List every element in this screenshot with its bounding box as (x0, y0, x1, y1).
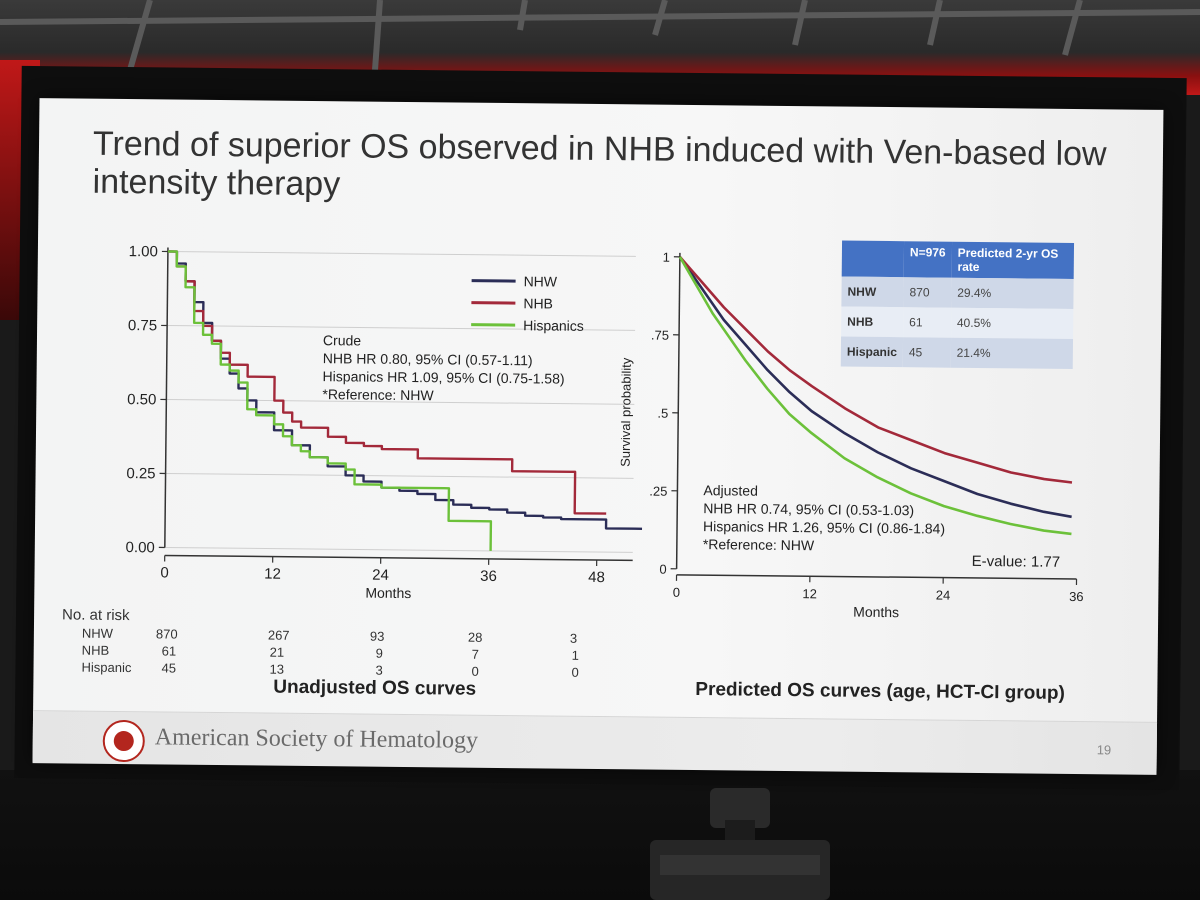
y-tick-label: .5 (657, 406, 668, 421)
legend-label: NHB (523, 295, 553, 311)
y-tick-label: 1.00 (129, 243, 158, 260)
risk-row-label: Hispanic (81, 659, 132, 676)
gridline (164, 546, 633, 553)
series-line-nhb (678, 255, 1073, 484)
slide-title: Trend of superior OS observed in NHB ind… (92, 124, 1107, 204)
x-tick-label: 36 (1069, 589, 1084, 604)
risk-value: 45 (161, 660, 177, 676)
predicted-os-table: N=976 Predicted 2-yr OS rate NHW 870 29.… (840, 240, 1075, 369)
left-chart-caption: Unadjusted OS curves (273, 676, 477, 700)
slide-number: 19 (1096, 742, 1112, 758)
camera-icon (650, 788, 830, 900)
chart-annotation: NHB HR 0.74, 95% CI (0.53-1.03) (703, 500, 914, 518)
risk-value: 0 (471, 663, 479, 679)
table-cell: 870 (903, 277, 952, 308)
x-tick-label: 48 (588, 569, 605, 586)
x-tick-label: 36 (480, 568, 497, 585)
x-axis (676, 574, 1077, 580)
legend-label: Hispanics (523, 317, 584, 334)
series-line-hispanics (167, 250, 493, 551)
y-tick-label: 0.75 (128, 317, 157, 334)
risk-value: 28 (467, 629, 483, 645)
table-cell: NHW (841, 276, 904, 308)
table-row: NHB 61 40.5% (841, 306, 1074, 339)
risk-value: 7 (471, 646, 480, 662)
table-header-cell (841, 240, 905, 278)
legend-label: NHW (524, 273, 558, 289)
y-tick-label: .25 (649, 484, 667, 499)
chart-annotation: *Reference: NHW (322, 386, 434, 403)
y-axis (164, 247, 169, 548)
risk-value: 9 (375, 645, 384, 661)
unadjusted-os-chart: 0.00 0.25 0.50 0.75 1.00 0 12 24 36 48 Months Crude… (126, 243, 643, 601)
x-axis-label: Months (853, 604, 899, 620)
ash-logo-mark (113, 730, 134, 752)
x-tick-label: 0 (160, 564, 169, 581)
table-header-cell: N=976 (903, 241, 952, 278)
series-line-nhw (678, 256, 1072, 519)
chart-annotation: *Reference: NHW (703, 536, 815, 553)
table-row: NHW 870 29.4% (841, 276, 1074, 309)
risk-value: 3 (375, 662, 383, 678)
y-tick-label: 0 (659, 562, 666, 577)
risk-value: 61 (161, 643, 177, 659)
risk-value: 21 (269, 644, 285, 660)
table-header-row: N=976 Predicted 2-yr OS rate (841, 240, 1075, 279)
y-tick-label: 1 (663, 250, 670, 265)
table-cell: 61 (903, 307, 952, 338)
x-axis-label: Months (365, 585, 411, 601)
y-axis (675, 252, 681, 569)
room-floor-area (0, 770, 1200, 900)
risk-table: No. at risk NHW 870 267 93 28 3 NHB 61 2… (61, 606, 582, 681)
gridline (167, 324, 636, 331)
table-cell: Hispanic (840, 336, 904, 368)
x-tick-label: 12 (264, 566, 281, 583)
y-tick-label: .75 (651, 328, 669, 343)
y-tick-label: 0.00 (126, 539, 155, 556)
x-tick-label: 12 (802, 586, 817, 601)
gridline (166, 398, 635, 405)
risk-value: 1 (571, 647, 580, 663)
table-cell: 45 (902, 337, 951, 368)
risk-value: 0 (571, 664, 579, 680)
ceiling-truss (0, 0, 1200, 70)
series-line-hispanics (678, 256, 1072, 536)
risk-value: 93 (369, 628, 385, 644)
risk-row-label: NHB (81, 642, 110, 658)
e-value-label: E-value: 1.77 (972, 553, 1061, 571)
risk-value: 13 (269, 661, 285, 677)
series-line-nhb (167, 250, 607, 515)
chart-annotation: Crude (323, 332, 362, 348)
x-tick-label: 24 (936, 588, 951, 603)
table-row: Hispanic 45 21.4% (840, 336, 1074, 369)
chart-annotation: Hispanics HR 1.09, 95% CI (0.75-1.58) (323, 368, 565, 387)
organization-name: American Society of Hematology (154, 724, 479, 754)
table-cell: 29.4% (951, 277, 1074, 309)
risk-value: 870 (155, 626, 178, 642)
ash-logo-icon (102, 719, 145, 763)
risk-value: 3 (569, 630, 578, 646)
right-chart-caption: Predicted OS curves (age, HCT-CI group) (695, 679, 1065, 704)
chart-annotation: Adjusted (703, 482, 758, 499)
x-axis (164, 554, 633, 562)
slide: Trend of superior OS observed in NHB ind… (32, 98, 1164, 775)
x-tick-label: 24 (372, 567, 389, 584)
x-tick-label: 0 (673, 585, 680, 600)
chart-annotation: NHB HR 0.80, 95% CI (0.57-1.11) (323, 350, 533, 368)
table-header-cell: Predicted 2-yr OS rate (951, 241, 1075, 279)
y-tick-label: 0.50 (127, 391, 156, 408)
chart-annotation: Hispanics HR 1.26, 95% CI (0.86-1.84) (703, 518, 945, 537)
risk-row-label: NHW (81, 625, 114, 641)
predicted-os-chart: 0 .25 .5 .75 1 0 12 24 36 Months Survival probabil… (619, 250, 1084, 620)
y-axis-label: Survival probability (619, 357, 634, 467)
table-cell: 40.5% (950, 307, 1074, 339)
y-tick-label: 0.25 (126, 465, 155, 482)
table-cell: 21.4% (950, 337, 1074, 369)
gridline (165, 472, 634, 479)
table-cell: NHB (841, 306, 904, 338)
risk-value: 267 (267, 627, 290, 643)
gridline (167, 250, 636, 257)
